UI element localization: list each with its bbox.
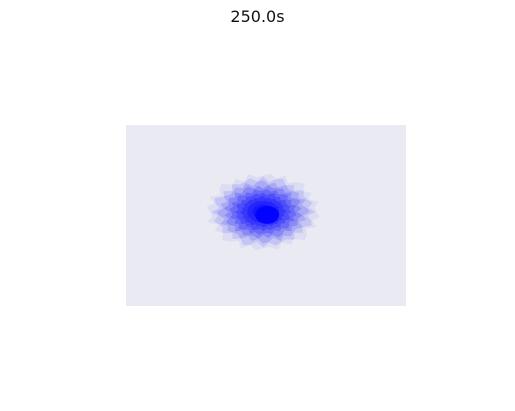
kde-density-layer bbox=[206, 173, 320, 251]
kde-peak-core bbox=[255, 205, 280, 224]
chart-title: 250.0s bbox=[230, 7, 285, 26]
